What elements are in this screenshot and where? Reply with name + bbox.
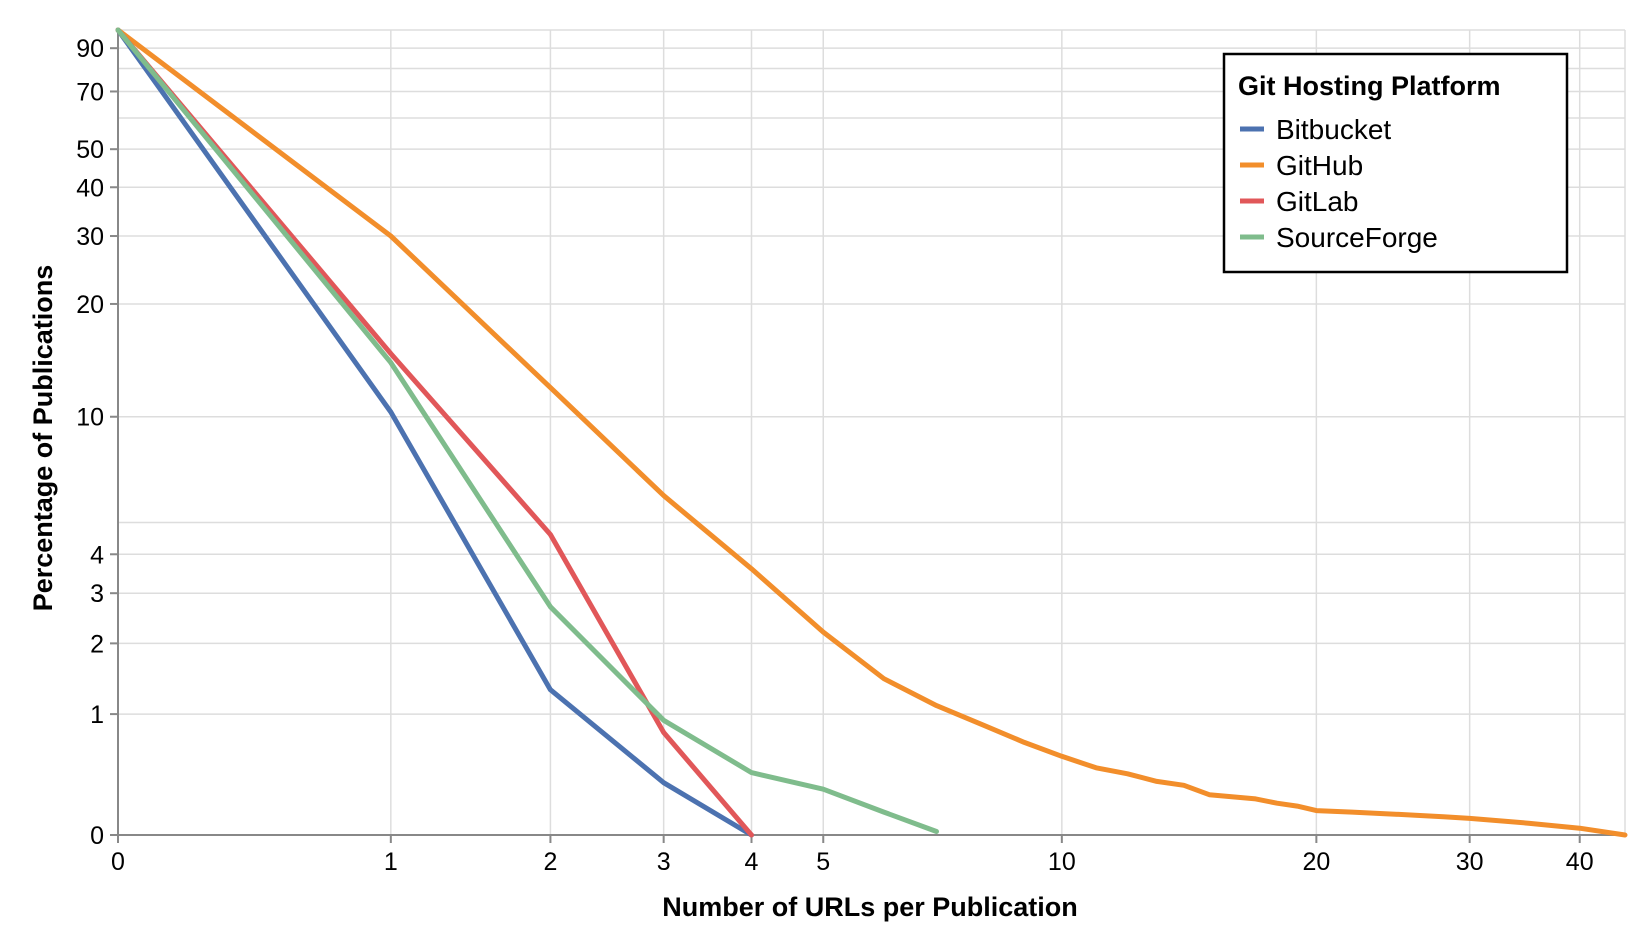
legend-title: Git Hosting Platform [1238,71,1501,101]
y-tick-label: 2 [90,630,104,658]
legend-label-github: GitHub [1276,150,1363,181]
x-tick-label: 5 [816,848,830,876]
x-tick-label: 10 [1048,848,1076,876]
legend-label-bitbucket: Bitbucket [1276,114,1391,145]
y-tick-label: 3 [90,580,104,608]
series-line-github [115,27,1628,838]
y-axis-title: Percentage of Publications [28,265,58,612]
axes [110,30,1625,843]
y-tick-labels: 0 1 2 3 4 10 20 30 40 50 70 90 [76,35,104,850]
x-tick-label: 0 [111,848,125,876]
y-tick-label: 20 [76,291,104,319]
y-tick-label: 0 [90,822,104,850]
series-line-gitlab [115,27,754,838]
x-tick-label: 4 [745,848,759,876]
y-tick-label: 40 [76,174,104,202]
y-tick-label: 10 [76,404,104,432]
x-tick-label: 3 [657,848,671,876]
series-line-bitbucket [115,27,754,838]
x-tick-label: 2 [543,848,557,876]
y-tick-label: 70 [76,78,104,106]
x-tick-labels: 0 1 2 3 4 5 10 20 30 40 [111,848,1594,876]
x-tick-label: 30 [1456,848,1484,876]
legend-label-gitlab: GitLab [1276,186,1359,217]
y-tick-label: 90 [76,35,104,63]
y-tick-label: 4 [90,541,104,569]
x-tick-label: 1 [384,848,398,876]
y-tick-label: 1 [90,701,104,729]
y-tick-label: 50 [76,136,104,164]
x-tick-label: 40 [1566,848,1594,876]
x-axis-title: Number of URLs per Publication [662,892,1078,922]
legend-box [1222,52,1569,274]
series-line-sourceforge [115,27,939,834]
x-tick-label: 20 [1302,848,1330,876]
series-lines [115,27,1628,838]
y-tick-label: 30 [76,223,104,251]
legend: Git Hosting Platform Bitbucket GitHub GitL… [1222,52,1569,274]
legend-label-sourceforge: SourceForge [1276,222,1438,253]
